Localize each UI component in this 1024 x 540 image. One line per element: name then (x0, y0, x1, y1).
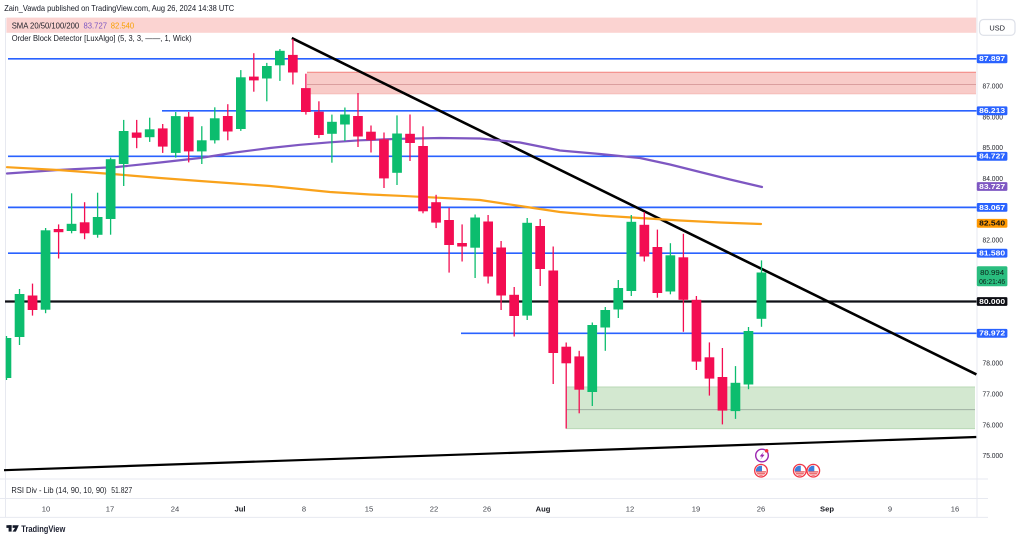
svg-text:Zain_Vawda published on Tradin: Zain_Vawda published on TradingView.com,… (4, 3, 234, 13)
svg-text:Aug: Aug (536, 505, 551, 514)
svg-text:87.897: 87.897 (979, 56, 1005, 63)
svg-text:80.994: 80.994 (980, 270, 1004, 277)
svg-text:84.000: 84.000 (983, 176, 1004, 183)
svg-text:Jul: Jul (235, 505, 246, 514)
svg-text:87.000: 87.000 (983, 84, 1004, 91)
svg-text:83.727: 83.727 (84, 22, 108, 31)
svg-text:77.000: 77.000 (983, 392, 1004, 399)
svg-text:78.972: 78.972 (979, 331, 1005, 338)
svg-text:Sep: Sep (820, 505, 834, 514)
svg-text:15: 15 (365, 505, 373, 514)
svg-text:RSI Div - Lib (14, 90, 10, 90): RSI Div - Lib (14, 90, 10, 90) (11, 486, 107, 495)
svg-text:16: 16 (951, 505, 959, 514)
svg-text:9: 9 (888, 505, 892, 514)
svg-text:76.000: 76.000 (983, 422, 1004, 429)
svg-text:17: 17 (106, 505, 114, 514)
svg-text:82.000: 82.000 (983, 238, 1004, 245)
svg-text:83.727: 83.727 (979, 184, 1005, 191)
svg-text:8: 8 (302, 505, 306, 514)
svg-text:26: 26 (483, 505, 491, 514)
svg-text:USD: USD (989, 23, 1005, 32)
svg-text:82.540: 82.540 (979, 221, 1005, 228)
svg-text:19: 19 (692, 505, 700, 514)
svg-text:80.000: 80.000 (979, 299, 1005, 306)
svg-text:85.000: 85.000 (983, 145, 1004, 152)
svg-text:Order Block Detector [LuxAlgo]: Order Block Detector [LuxAlgo] (5, 3, 3,… (12, 34, 192, 43)
svg-text:83.067: 83.067 (979, 205, 1005, 212)
svg-text:10: 10 (42, 505, 50, 514)
svg-text:22: 22 (430, 505, 438, 514)
svg-text:SMA 20/50/100/200: SMA 20/50/100/200 (12, 22, 80, 31)
svg-text:TradingView: TradingView (21, 524, 66, 534)
svg-text:24: 24 (171, 505, 179, 514)
svg-text:84.727: 84.727 (979, 154, 1005, 161)
svg-text:81.580: 81.580 (979, 251, 1005, 258)
svg-text:86.000: 86.000 (983, 115, 1004, 122)
svg-text:51.827: 51.827 (111, 486, 132, 495)
svg-text:26: 26 (757, 505, 765, 514)
svg-text:75.000: 75.000 (983, 453, 1004, 460)
svg-text:82.540: 82.540 (111, 22, 135, 31)
svg-text:86.213: 86.213 (979, 108, 1005, 115)
svg-text:06:21:46: 06:21:46 (979, 279, 1005, 286)
svg-text:78.000: 78.000 (983, 361, 1004, 368)
svg-text:12: 12 (626, 505, 634, 514)
